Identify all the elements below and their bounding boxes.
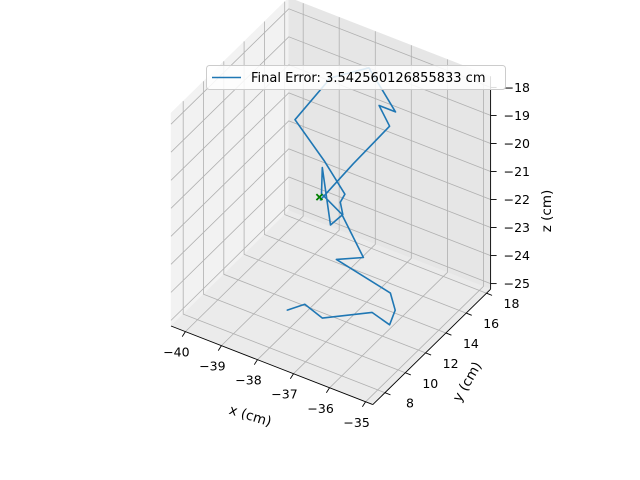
z-gridline: [170, 120, 491, 237]
plot-area: [286, 67, 397, 326]
x-tick-label: −40: [163, 345, 189, 360]
z-tick-label: −25: [504, 276, 530, 291]
z-tick-label: −24: [504, 248, 530, 263]
y-gridline: [263, 21, 467, 314]
x-tick-label: −38: [235, 373, 261, 388]
z-gridline: [170, 92, 491, 209]
z-tick-label: −21: [504, 164, 530, 179]
y-gridline: [223, 61, 426, 354]
x-gridline: [293, 45, 412, 374]
y-tick-label: 10: [422, 376, 438, 391]
target-marker-stroke: [315, 193, 324, 201]
y-tick-label: 16: [483, 316, 499, 331]
y-tick-label: 8: [406, 396, 414, 411]
x-tick: [217, 345, 222, 351]
ticks: −40 −39 −38 −37 −36 −35 8 10 12 14 16 18 −25 −24 −23 −2…: [163, 80, 530, 430]
x-tick: [253, 359, 258, 365]
trajectory-line: [286, 67, 397, 326]
x-tick-label: −36: [307, 401, 333, 416]
x-gridline: [365, 73, 484, 403]
x-tick-label: −35: [343, 415, 369, 430]
z-tick-label: −20: [504, 136, 530, 151]
legend-entry-label: Final Error: 3.542560126855833 cm: [251, 71, 485, 86]
legend-box: [206, 65, 506, 90]
y-tick: [466, 312, 472, 316]
x-tick-label: −39: [199, 359, 225, 374]
z-tick-label: −18: [504, 80, 530, 95]
axis-lines: [170, 76, 492, 406]
target-marker: [315, 193, 324, 201]
z-gridline: [170, 64, 491, 181]
y-tick: [425, 352, 432, 356]
y-tick: [405, 372, 411, 376]
y-tick-label: 14: [463, 336, 479, 351]
z-gridline: [170, 176, 491, 293]
y-axis-line: [372, 288, 491, 405]
y-tick-label: 18: [504, 296, 520, 311]
y-tick: [384, 392, 391, 396]
z-tick-label: −22: [504, 192, 530, 207]
z-axis-label: z (cm): [539, 190, 555, 232]
legend: Final Error: 3.542560126855833 cm: [206, 65, 506, 90]
x-axis-line: [170, 325, 373, 406]
z-tick-label: −19: [504, 108, 530, 123]
y-tick: [486, 292, 493, 296]
x-gridline: [257, 31, 376, 360]
x-tick: [362, 401, 366, 408]
x-tick-label: −37: [271, 387, 297, 402]
y-gridline: [203, 81, 406, 374]
z-tick-label: −23: [504, 220, 530, 235]
x-tick: [181, 331, 186, 337]
x-tick: [325, 387, 330, 393]
z-gridline: [170, 204, 491, 321]
x-gridline: [329, 59, 448, 389]
x-tick: [289, 373, 294, 379]
y-tick-label: 12: [443, 356, 459, 371]
y-tick: [445, 332, 452, 336]
z-gridline: [170, 148, 491, 265]
y-gridline: [182, 101, 386, 394]
y-gridline: [243, 41, 447, 334]
